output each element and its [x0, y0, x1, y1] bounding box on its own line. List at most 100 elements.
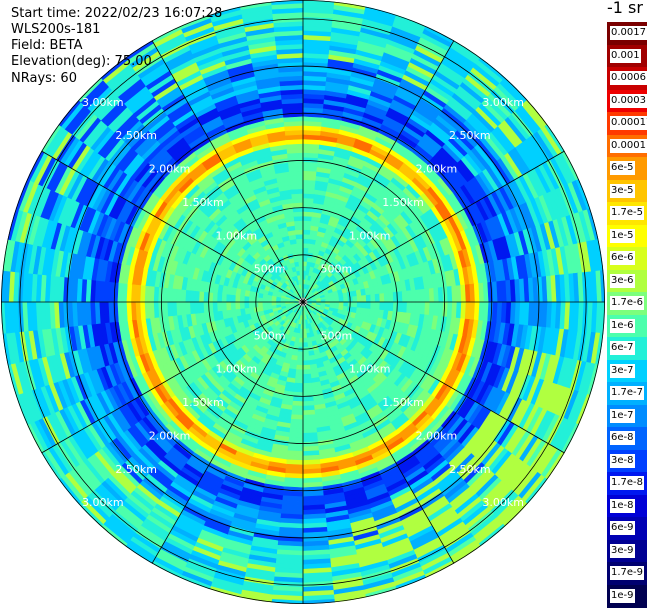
- range-gate-cell: [303, 234, 310, 239]
- colorbar-tick-label: 3e-9: [610, 544, 635, 558]
- range-gate-cell: [297, 248, 303, 253]
- range-ring-label: 3.00km: [82, 96, 124, 109]
- range-ring-label: 500m: [254, 329, 286, 342]
- range-ring-label: 1.00km: [349, 229, 391, 242]
- range-ring-label: 2.50km: [449, 463, 491, 476]
- colorbar-tick-label: 1e-5: [610, 229, 635, 243]
- range-gate-cell: [299, 266, 303, 271]
- colorbar-tick-label: 0.0017: [610, 26, 647, 40]
- colorbar-tick-label: 1.7e-6: [610, 296, 644, 310]
- colorbar-tick-label: 0.001: [610, 49, 641, 63]
- range-gate-cell: [294, 216, 303, 221]
- range-gate-cell: [389, 302, 394, 311]
- colorbar-tick-label: 3e-7: [610, 364, 635, 378]
- colorbar-tick-label: 1e-8: [610, 499, 635, 513]
- range-ring-label: 1.50km: [182, 196, 224, 209]
- range-gate-cell: [262, 302, 267, 306]
- range-gate-cell: [295, 370, 303, 375]
- range-ring-label: 1.50km: [182, 396, 224, 409]
- colorbar-units: -1 sr: [607, 0, 643, 17]
- range-gate-cell: [212, 293, 217, 302]
- range-gate-cell: [244, 296, 249, 302]
- range-gate-cell: [303, 225, 311, 230]
- range-gate-cell: [389, 293, 394, 302]
- range-gate-cell: [303, 338, 307, 343]
- range-gate-cell: [303, 248, 309, 253]
- range-gate-cell: [303, 374, 311, 379]
- range-ring-label: 3.00km: [82, 496, 124, 509]
- range-ring-label: 2.00km: [416, 163, 458, 176]
- range-gate-cell: [294, 383, 303, 388]
- range-gate-cell: [231, 294, 236, 302]
- range-gate-cell: [249, 296, 254, 302]
- colorbar-tick-label: 6e-6: [610, 251, 635, 265]
- range-gate-cell: [303, 388, 312, 393]
- range-gate-cell: [303, 365, 310, 370]
- range-gate-cell: [297, 356, 303, 361]
- range-ring-label: 2.50km: [115, 463, 157, 476]
- range-gate-cell: [296, 365, 303, 370]
- range-gate-cell: [303, 230, 311, 235]
- range-gate-cell: [303, 243, 309, 248]
- range-ring-label: 1.50km: [382, 196, 424, 209]
- range-gate-cell: [297, 243, 303, 248]
- range-gate-cell: [303, 379, 312, 384]
- range-ring-label: 3.00km: [482, 496, 524, 509]
- range-gate-cell: [226, 294, 231, 302]
- range-gate-cell: [244, 302, 249, 308]
- range-gate-cell: [212, 302, 217, 311]
- range-gate-cell: [384, 302, 389, 311]
- range-gate-cell: [371, 294, 376, 302]
- range-gate-cell: [296, 239, 303, 244]
- range-gate-cell: [330, 299, 335, 302]
- colorbar-tick-label: 6e-8: [610, 431, 635, 445]
- colorbar-tick-label: 1.7e-9: [610, 566, 644, 580]
- range-gate-cell: [240, 295, 245, 302]
- range-ring-label: 1.00km: [215, 363, 257, 376]
- colorbar-tick-label: 1e-6: [610, 319, 635, 333]
- range-gate-cell: [303, 325, 306, 330]
- range-gate-cell: [303, 216, 312, 221]
- range-gate-cell: [294, 379, 303, 384]
- range-gate-cell: [362, 302, 367, 309]
- range-gate-cell: [298, 257, 303, 262]
- range-gate-cell: [276, 302, 281, 305]
- colorbar-tick-label: 6e-5: [610, 161, 635, 175]
- range-gate-cell: [221, 293, 226, 302]
- range-ring-label: 1.00km: [349, 363, 391, 376]
- range-gate-cell: [353, 296, 358, 302]
- range-gate-cell: [375, 294, 380, 302]
- range-gate-cell: [226, 302, 231, 310]
- range-gate-cell: [366, 295, 371, 302]
- range-gate-cell: [303, 239, 310, 244]
- range-gate-cell: [326, 299, 331, 302]
- colorbar-tick-label: 3e-6: [610, 274, 635, 288]
- range-gate-cell: [299, 261, 303, 266]
- range-ring-label: 1.50km: [382, 396, 424, 409]
- range-gate-cell: [295, 225, 303, 230]
- range-ring-label: 2.00km: [149, 429, 191, 442]
- colorbar-tick-label: 1.7e-5: [610, 206, 644, 220]
- instrument-label: WLS200s-181: [11, 22, 100, 38]
- range-gate-cell: [357, 296, 362, 302]
- range-gate-cell: [297, 352, 303, 357]
- colorbar-tick-label: 1.7e-7: [610, 386, 644, 400]
- colorbar-tick-label: 6e-7: [610, 341, 635, 355]
- range-gate-cell: [371, 302, 376, 310]
- range-gate-cell: [296, 234, 303, 239]
- range-gate-cell: [339, 298, 344, 302]
- range-ring-label: 1.00km: [215, 229, 257, 242]
- range-gate-cell: [380, 302, 385, 311]
- elevation-label: Elevation(deg): 75.00: [11, 54, 152, 70]
- range-gate-cell: [344, 302, 349, 307]
- colorbar-tick-label: 1e-7: [610, 409, 635, 423]
- range-gate-cell: [294, 220, 303, 225]
- range-gate-cell: [380, 293, 385, 302]
- range-gate-cell: [362, 295, 367, 302]
- range-gate-cell: [295, 230, 303, 235]
- range-gate-cell: [295, 374, 303, 379]
- range-gate-cell: [303, 343, 308, 348]
- range-ring-label: 500m: [254, 263, 286, 276]
- colorbar-tick-label: 3e-5: [610, 184, 635, 198]
- range-ring-label: 3.00km: [482, 96, 524, 109]
